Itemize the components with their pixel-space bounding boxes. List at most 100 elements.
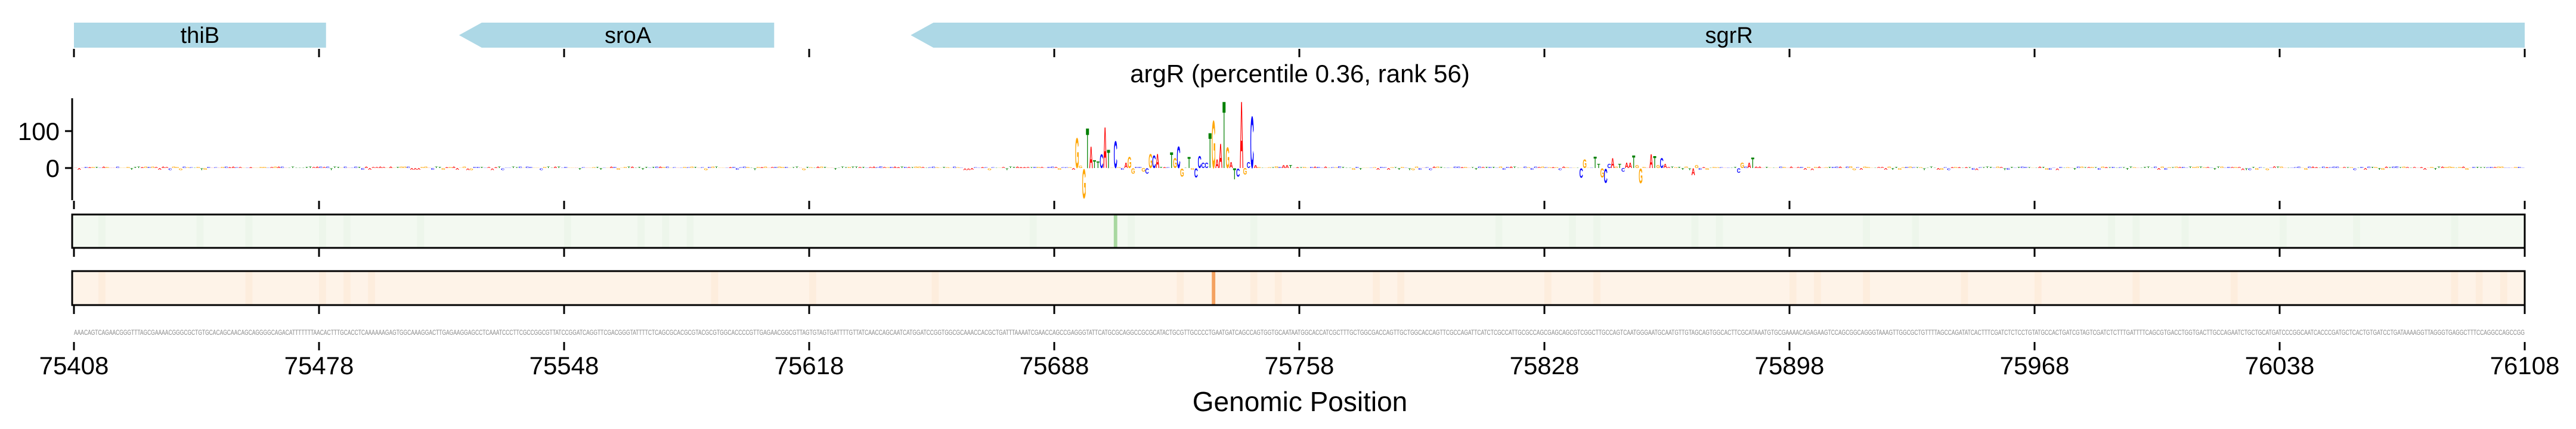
logo-letter: C <box>1033 167 1038 169</box>
logo-letter: C <box>701 167 705 168</box>
logo-letter: C <box>931 166 936 169</box>
logo-letter: T <box>1299 167 1303 169</box>
logo-letter: A <box>2070 167 2074 168</box>
logo-letter: T <box>1828 167 1831 169</box>
logo-letter: C <box>1660 156 1664 172</box>
gene-sroA <box>459 23 775 48</box>
logo-letter: T <box>1765 167 1768 169</box>
logo-letter: T <box>1005 168 1009 171</box>
logo-letter: T <box>2003 168 2007 171</box>
logo-letter: C <box>1608 163 1611 170</box>
logo-letter: C <box>116 166 119 169</box>
logo-letter: T <box>2115 167 2119 168</box>
logo-letter: T <box>2357 167 2361 168</box>
logo-letter: T <box>1968 167 1972 169</box>
logo-letter: G <box>1775 167 1779 168</box>
track-stripe <box>1544 271 1552 305</box>
logo-letter: A <box>1387 168 1391 171</box>
logo-letter: A <box>1562 166 1566 169</box>
logo-letter: T <box>2483 167 2487 168</box>
logo-letter: C <box>182 166 187 169</box>
x-tick-label: 75898 <box>1755 352 1825 380</box>
logo-letter: T <box>2213 168 2217 171</box>
logo-letter: C <box>648 167 652 168</box>
logo-letter: T <box>512 166 515 169</box>
logo-letter: A <box>1002 167 1006 169</box>
logo-letter: T <box>1107 144 1110 174</box>
logo-letter: C <box>1278 167 1283 169</box>
logo-letter: G <box>2066 167 2070 169</box>
y-tick-label: 0 <box>46 154 60 182</box>
logo-letter: C <box>1835 166 1838 169</box>
logo-letter: G <box>722 167 726 168</box>
logo-letter: C <box>2329 167 2333 168</box>
logo-letter: C <box>2321 166 2325 169</box>
logo-letter: G <box>252 167 256 168</box>
logo-letter: C <box>1120 168 1124 170</box>
logo-letter: C <box>1247 160 1250 170</box>
logo-letter: A <box>1789 166 1793 169</box>
logo-letter: T <box>2378 168 2382 170</box>
logo-letter: G <box>1782 167 1787 169</box>
logo-letter: G <box>2168 167 2172 168</box>
logo-letter: C <box>890 167 894 169</box>
logo-letter: A <box>2055 168 2059 171</box>
logo-letter: G <box>2430 167 2434 169</box>
logo-letter: T <box>1653 154 1656 172</box>
logo-letter: G <box>2265 168 2270 171</box>
gene-label: sgrR <box>1705 23 1753 48</box>
logo-letter: G <box>1807 167 1811 169</box>
logo-letter: G <box>571 167 575 168</box>
logo-letter: G <box>1173 156 1177 172</box>
logo-letter: G <box>2426 167 2431 168</box>
logo-letter: T <box>1597 163 1600 170</box>
track-stripe <box>417 214 425 248</box>
logo-letter: C <box>2395 166 2399 169</box>
track-stripe <box>1593 271 1600 305</box>
logo-letter: T <box>1688 168 1692 171</box>
logo-letter: G <box>441 168 445 170</box>
logo-letter: G <box>1674 167 1678 168</box>
logo-letter: A <box>963 168 967 171</box>
logo-letter: T <box>844 167 848 168</box>
logo-letter: T <box>287 167 291 168</box>
logo-letter: A <box>2385 166 2388 169</box>
logo-letter: A <box>112 167 116 168</box>
logo-letter: A <box>2423 168 2427 171</box>
logo-letter: A <box>767 167 771 168</box>
logo-letter: G <box>1352 168 1356 170</box>
logo-letter: A <box>1163 167 1167 168</box>
logo-letter: G <box>2451 167 2455 169</box>
logo-letter: A <box>970 168 974 170</box>
track-stripe <box>2451 271 2459 305</box>
logo-letter: G <box>2374 167 2378 169</box>
logo-letter: C <box>865 167 869 168</box>
logo-letter: G <box>2381 168 2385 171</box>
logo-letter: T <box>911 167 914 168</box>
logo-letter: G <box>1068 167 1072 168</box>
logo-letter: G <box>1565 167 1569 168</box>
logo-letter: T <box>2262 167 2266 168</box>
logo-letter: C <box>2308 166 2312 169</box>
track-stripe <box>1176 271 1184 305</box>
logo-letter: G <box>2202 167 2206 168</box>
logo-letter: G <box>175 167 179 169</box>
logo-letter: T <box>298 167 302 168</box>
logo-letter: A <box>1089 140 1093 175</box>
logo-letter: C <box>1943 167 1948 169</box>
logo-letter: C <box>785 167 789 169</box>
logo-letter: A <box>1936 168 1940 171</box>
logo-letter: A <box>162 166 166 169</box>
logo-letter: A <box>1282 164 1286 169</box>
logo-letter: C <box>2181 167 2185 169</box>
logo-letter: T <box>2129 166 2132 169</box>
logo-letter: C <box>2472 167 2476 169</box>
track-stripe <box>2035 271 2042 305</box>
logo-letter: T <box>309 166 312 169</box>
logo-letter: T <box>2042 167 2045 169</box>
track-stripe <box>2500 271 2507 305</box>
logo-letter: G <box>2444 167 2448 169</box>
logo-letter: C <box>613 167 617 169</box>
logo-letter: T <box>1398 168 1401 170</box>
logo-letter: A <box>78 168 81 171</box>
